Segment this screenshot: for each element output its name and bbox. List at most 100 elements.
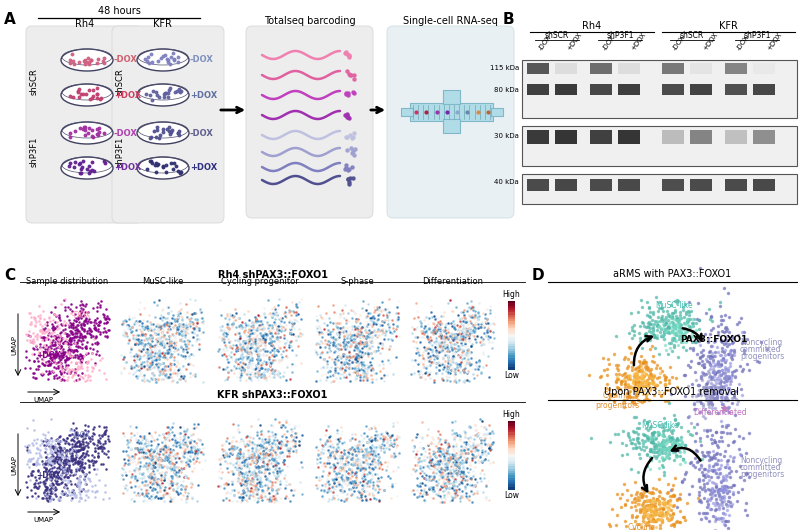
Bar bbox=[590, 130, 612, 144]
Text: Totalseq barcoding: Totalseq barcoding bbox=[264, 16, 356, 26]
Bar bbox=[508, 455, 515, 458]
Bar bbox=[555, 63, 577, 74]
Bar bbox=[590, 63, 612, 74]
Bar bbox=[618, 130, 640, 144]
Bar bbox=[508, 439, 515, 442]
Bar bbox=[753, 63, 775, 74]
Bar bbox=[527, 179, 549, 191]
Text: Sample distribution: Sample distribution bbox=[26, 277, 108, 286]
Bar bbox=[618, 84, 640, 95]
Bar bbox=[508, 423, 515, 426]
Bar bbox=[508, 430, 515, 433]
Text: +DOX: +DOX bbox=[702, 32, 719, 52]
Bar bbox=[508, 448, 515, 451]
Bar bbox=[508, 335, 515, 338]
Bar bbox=[508, 303, 515, 306]
Bar bbox=[508, 349, 515, 351]
Text: shSCR: shSCR bbox=[30, 68, 38, 95]
Text: shP3F1: shP3F1 bbox=[30, 137, 38, 167]
Text: -DOX: -DOX bbox=[114, 128, 138, 137]
Bar bbox=[555, 179, 577, 191]
Bar bbox=[618, 63, 640, 74]
Bar bbox=[508, 441, 515, 444]
Bar bbox=[401, 108, 413, 116]
Text: +DOX: +DOX bbox=[36, 351, 61, 359]
Text: MuSC-like: MuSC-like bbox=[655, 301, 693, 310]
Text: KFR shPAX3::FOXO1: KFR shPAX3::FOXO1 bbox=[218, 390, 328, 400]
FancyBboxPatch shape bbox=[26, 26, 143, 223]
Bar bbox=[725, 63, 747, 74]
Bar bbox=[443, 90, 460, 104]
Text: Noncycling: Noncycling bbox=[740, 338, 782, 347]
Text: MuSC-like: MuSC-like bbox=[142, 277, 184, 286]
Text: +DOX: +DOX bbox=[36, 471, 61, 480]
Bar bbox=[508, 444, 515, 446]
Text: shSCR: shSCR bbox=[545, 31, 569, 40]
Bar bbox=[508, 446, 515, 449]
Bar bbox=[508, 317, 515, 320]
Bar bbox=[662, 130, 684, 144]
Bar bbox=[508, 457, 515, 460]
Bar bbox=[753, 84, 775, 95]
Bar bbox=[690, 63, 712, 74]
Bar bbox=[508, 342, 515, 344]
Text: Differentiation: Differentiation bbox=[422, 277, 483, 286]
Text: +DOX: +DOX bbox=[190, 163, 218, 172]
Bar bbox=[508, 358, 515, 360]
Bar bbox=[508, 360, 515, 363]
Bar bbox=[508, 475, 515, 478]
Bar bbox=[508, 310, 515, 313]
Bar bbox=[508, 305, 515, 308]
Text: Single-cell RNA-seq: Single-cell RNA-seq bbox=[402, 16, 498, 26]
Text: shSCR: shSCR bbox=[680, 31, 704, 40]
Bar bbox=[590, 179, 612, 191]
FancyBboxPatch shape bbox=[112, 26, 224, 223]
Text: PAX3::FOXO1: PAX3::FOXO1 bbox=[680, 335, 747, 344]
Bar bbox=[508, 331, 515, 333]
Bar bbox=[508, 471, 515, 474]
Ellipse shape bbox=[61, 49, 113, 71]
Bar bbox=[508, 453, 515, 455]
Text: -DOX: -DOX bbox=[602, 34, 617, 52]
Bar bbox=[508, 353, 515, 356]
Bar bbox=[725, 179, 747, 191]
Bar bbox=[753, 130, 775, 144]
FancyBboxPatch shape bbox=[387, 26, 514, 218]
Bar bbox=[508, 365, 515, 367]
Bar bbox=[662, 63, 684, 74]
Bar bbox=[527, 130, 549, 144]
Text: High: High bbox=[502, 410, 520, 419]
Bar bbox=[590, 84, 612, 95]
Text: committed: committed bbox=[740, 345, 782, 354]
Bar bbox=[508, 312, 515, 315]
Bar bbox=[555, 130, 577, 144]
Ellipse shape bbox=[61, 84, 113, 106]
Bar bbox=[618, 179, 640, 191]
Bar bbox=[508, 356, 515, 358]
Bar bbox=[508, 487, 515, 490]
Bar bbox=[508, 315, 515, 317]
Bar bbox=[508, 480, 515, 483]
Bar bbox=[753, 179, 775, 191]
Text: Upon PAX3::FOXO1 removal: Upon PAX3::FOXO1 removal bbox=[605, 387, 739, 397]
Bar bbox=[508, 301, 515, 304]
Text: -DOX: -DOX bbox=[71, 311, 90, 320]
Text: Noncycling: Noncycling bbox=[740, 456, 782, 465]
Text: Differentiated: Differentiated bbox=[693, 408, 747, 417]
Text: UMAP: UMAP bbox=[11, 455, 17, 475]
Bar bbox=[508, 328, 515, 331]
Bar bbox=[690, 130, 712, 144]
Text: shP3F1: shP3F1 bbox=[115, 137, 125, 167]
Bar bbox=[508, 478, 515, 480]
Text: B: B bbox=[503, 12, 514, 27]
Text: +DOX: +DOX bbox=[114, 163, 142, 172]
Bar bbox=[508, 362, 515, 365]
Bar bbox=[508, 324, 515, 326]
Bar bbox=[508, 469, 515, 471]
Bar bbox=[508, 344, 515, 347]
Bar bbox=[508, 421, 515, 424]
Text: -DOX: -DOX bbox=[114, 56, 138, 65]
Bar bbox=[508, 484, 515, 487]
Text: +DOX: +DOX bbox=[766, 32, 783, 52]
Bar bbox=[410, 103, 493, 121]
